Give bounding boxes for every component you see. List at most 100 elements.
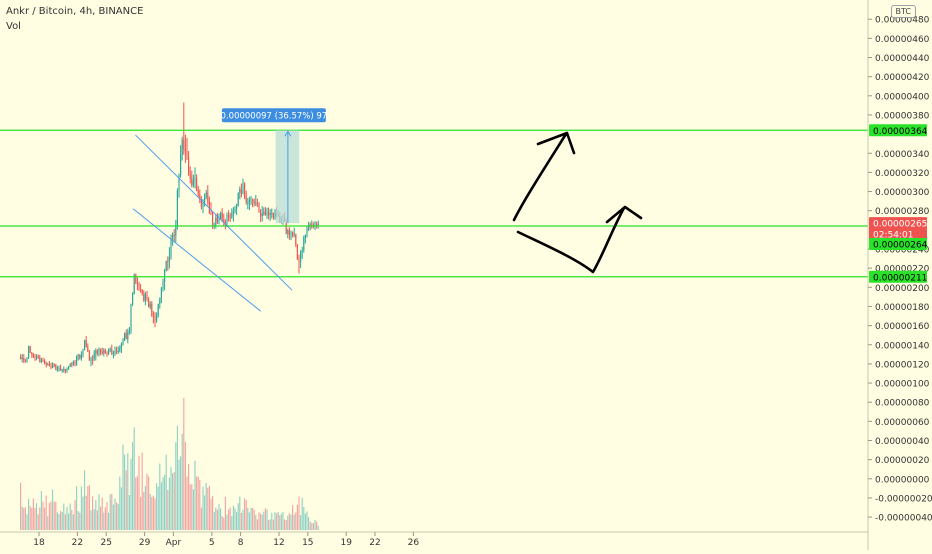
candle-body xyxy=(298,259,300,262)
volume-bar xyxy=(98,494,100,530)
candle-body xyxy=(168,257,170,262)
measure-arrow-head xyxy=(284,130,292,137)
volume-bar xyxy=(103,512,105,530)
volume-bar xyxy=(303,506,305,530)
unit-badge[interactable]: BTC xyxy=(890,5,916,18)
volume-bar xyxy=(45,495,47,530)
candle-body xyxy=(295,234,297,245)
volume-bar xyxy=(213,511,215,530)
volume-bar xyxy=(253,509,255,530)
volume-bar xyxy=(240,512,242,530)
candle-body xyxy=(64,369,66,372)
volume-bar xyxy=(140,496,142,530)
volume-bar xyxy=(50,501,52,530)
volume-bar xyxy=(138,455,140,530)
candle-body xyxy=(80,354,82,359)
candle-body xyxy=(303,237,305,251)
volume-bar xyxy=(172,473,174,530)
volume-bar xyxy=(55,501,57,530)
y-tick-label: 0.00000080 xyxy=(875,399,930,409)
volume-bar xyxy=(269,519,271,530)
candle-body xyxy=(260,212,262,217)
volume-bar xyxy=(178,459,180,530)
candle-body xyxy=(247,202,249,204)
candle-body xyxy=(216,217,218,222)
candle-body xyxy=(242,183,244,194)
volume-bar xyxy=(184,441,186,530)
volume-bar xyxy=(200,507,202,530)
volume-bar xyxy=(175,442,177,530)
volume-bar xyxy=(229,507,231,530)
volume-bar xyxy=(282,511,284,530)
candle-body xyxy=(53,363,55,365)
volume-bar xyxy=(165,454,167,530)
volume-bar xyxy=(280,513,282,530)
volume-bar xyxy=(82,496,84,530)
volume-bar xyxy=(170,467,172,530)
price-badge-label: 0.00000264 xyxy=(873,241,928,251)
candle-body xyxy=(140,289,142,291)
candle-body xyxy=(84,340,86,350)
candle-body xyxy=(234,208,236,212)
candle-body xyxy=(218,218,220,222)
y-tick-label: 0.00000160 xyxy=(875,322,930,332)
candle-body xyxy=(90,358,92,361)
volume-bar xyxy=(247,507,249,530)
channel-line-lower xyxy=(132,208,262,312)
candle-body xyxy=(215,217,217,225)
volume-bar xyxy=(149,493,151,530)
volume-bar xyxy=(183,398,185,530)
volume-bar xyxy=(244,498,246,530)
candle-body xyxy=(96,350,98,354)
y-tick-label: 0.00000000 xyxy=(875,475,930,485)
candle-body xyxy=(180,154,182,176)
candle-body xyxy=(40,360,42,362)
volume-bar xyxy=(220,508,222,530)
volume-bar xyxy=(152,495,154,530)
hand-drawn-arrows xyxy=(512,131,643,274)
candle-body xyxy=(45,363,47,365)
candle-body xyxy=(56,369,58,371)
volume-bar xyxy=(23,508,25,530)
candle-body xyxy=(55,364,57,370)
volume-bar xyxy=(224,497,226,530)
x-tick-label: 22 xyxy=(72,538,83,548)
price-badge-label: 0.00000211 xyxy=(873,273,927,283)
volume-bar xyxy=(111,493,113,530)
volume-bar xyxy=(136,476,138,530)
candle-body xyxy=(205,192,207,198)
volume-bar xyxy=(202,486,204,530)
candle-body xyxy=(58,367,60,370)
volume-bar xyxy=(116,502,118,530)
candle-body xyxy=(306,228,308,236)
volume-bar xyxy=(69,503,71,530)
arrow-up-path xyxy=(512,132,568,222)
volume-bar xyxy=(122,444,124,530)
volume-bar xyxy=(84,470,86,530)
candle-body xyxy=(148,298,150,308)
volume-bar xyxy=(109,494,111,530)
candle-body xyxy=(101,352,103,354)
candle-body xyxy=(112,353,114,355)
volume-bar xyxy=(31,507,33,530)
volume-bar xyxy=(80,486,82,530)
y-tick-label: 0.00000400 xyxy=(875,92,930,102)
x-tick-label: Apr xyxy=(166,538,182,548)
candle-body xyxy=(98,348,100,354)
volume-bar xyxy=(212,496,214,530)
volume-bar xyxy=(128,495,130,530)
candle-body xyxy=(36,356,38,358)
candle-body xyxy=(143,294,145,301)
candle-body xyxy=(208,202,210,213)
volume-bar xyxy=(48,502,50,530)
candle-body xyxy=(61,369,63,371)
candle-body xyxy=(261,213,263,217)
candle-body xyxy=(293,234,295,236)
candle-body xyxy=(71,364,73,366)
y-tick-label: 0.00000220 xyxy=(875,265,930,275)
volume-bar xyxy=(64,514,66,530)
price-badge-label: 02:54:01 xyxy=(873,231,913,241)
